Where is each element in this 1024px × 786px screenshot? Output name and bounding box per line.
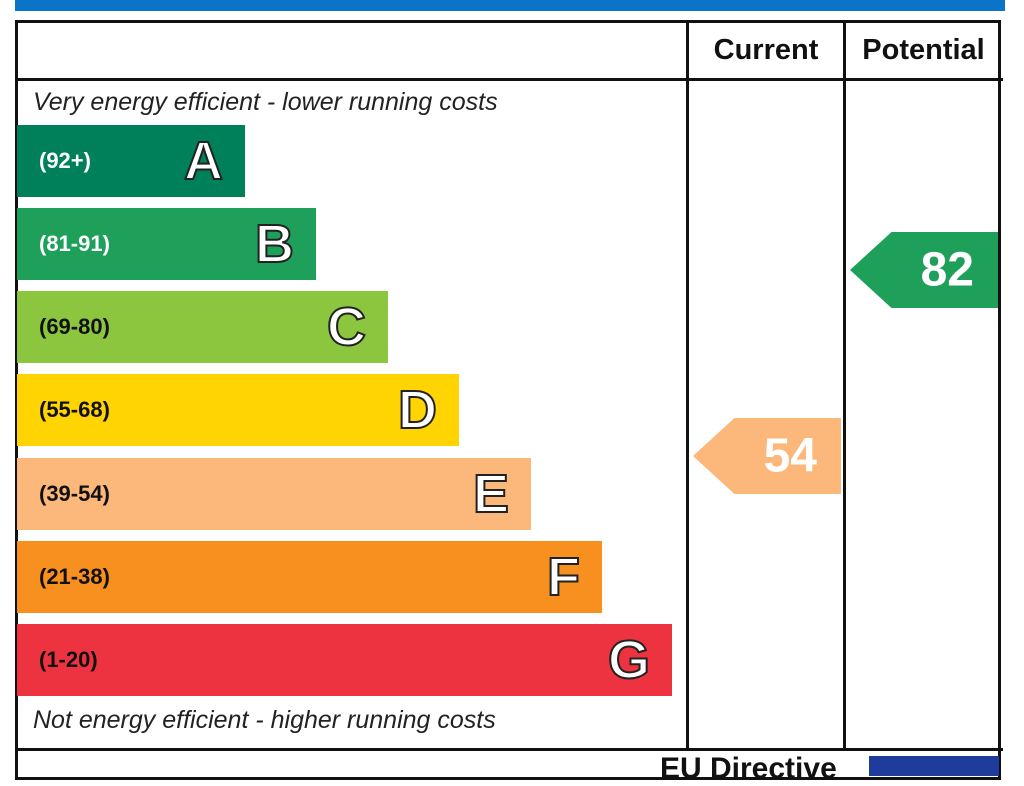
top-note: Very energy efficient - lower running co… <box>33 88 498 116</box>
band-a: (92+) A <box>17 125 245 197</box>
band-range: (69-80) <box>39 314 110 339</box>
band-letter: F <box>546 546 581 608</box>
footer-divider <box>15 748 1003 751</box>
eu-flag-icon <box>869 756 999 776</box>
band-range: (92+) <box>39 148 91 173</box>
column-divider <box>843 20 846 751</box>
header-potential: Potential <box>862 34 985 66</box>
band-letter: D <box>397 379 438 441</box>
band-range: (55-68) <box>39 397 110 422</box>
eu-directive-label: EU Directive <box>660 752 837 785</box>
band-b: (81-91) B <box>17 208 316 280</box>
band-range: (21-38) <box>39 564 110 589</box>
band-letter: G <box>607 629 651 691</box>
potential-rating-value: 82 <box>920 243 974 297</box>
band-d: (55-68) D <box>17 374 459 446</box>
band-range: (81-91) <box>39 231 110 256</box>
band-g: (1-20) G <box>17 624 672 696</box>
band-range: (1-20) <box>39 647 98 672</box>
column-divider <box>686 20 689 751</box>
band-e: (39-54) E <box>17 458 531 530</box>
band-letter: A <box>183 130 224 192</box>
potential-rating-arrow: 82 <box>850 232 998 308</box>
band-f: (21-38) F <box>17 541 602 613</box>
band-letter: B <box>254 213 295 275</box>
top-bar <box>15 0 1005 11</box>
header-divider <box>15 78 1003 81</box>
band-letter: E <box>472 463 510 525</box>
band-range: (39-54) <box>39 481 110 506</box>
header-current: Current <box>713 34 819 66</box>
band-c: (69-80) C <box>17 291 388 363</box>
current-rating-value: 54 <box>763 429 817 483</box>
bottom-note: Not energy efficient - higher running co… <box>33 706 496 734</box>
band-letter: C <box>326 296 367 358</box>
